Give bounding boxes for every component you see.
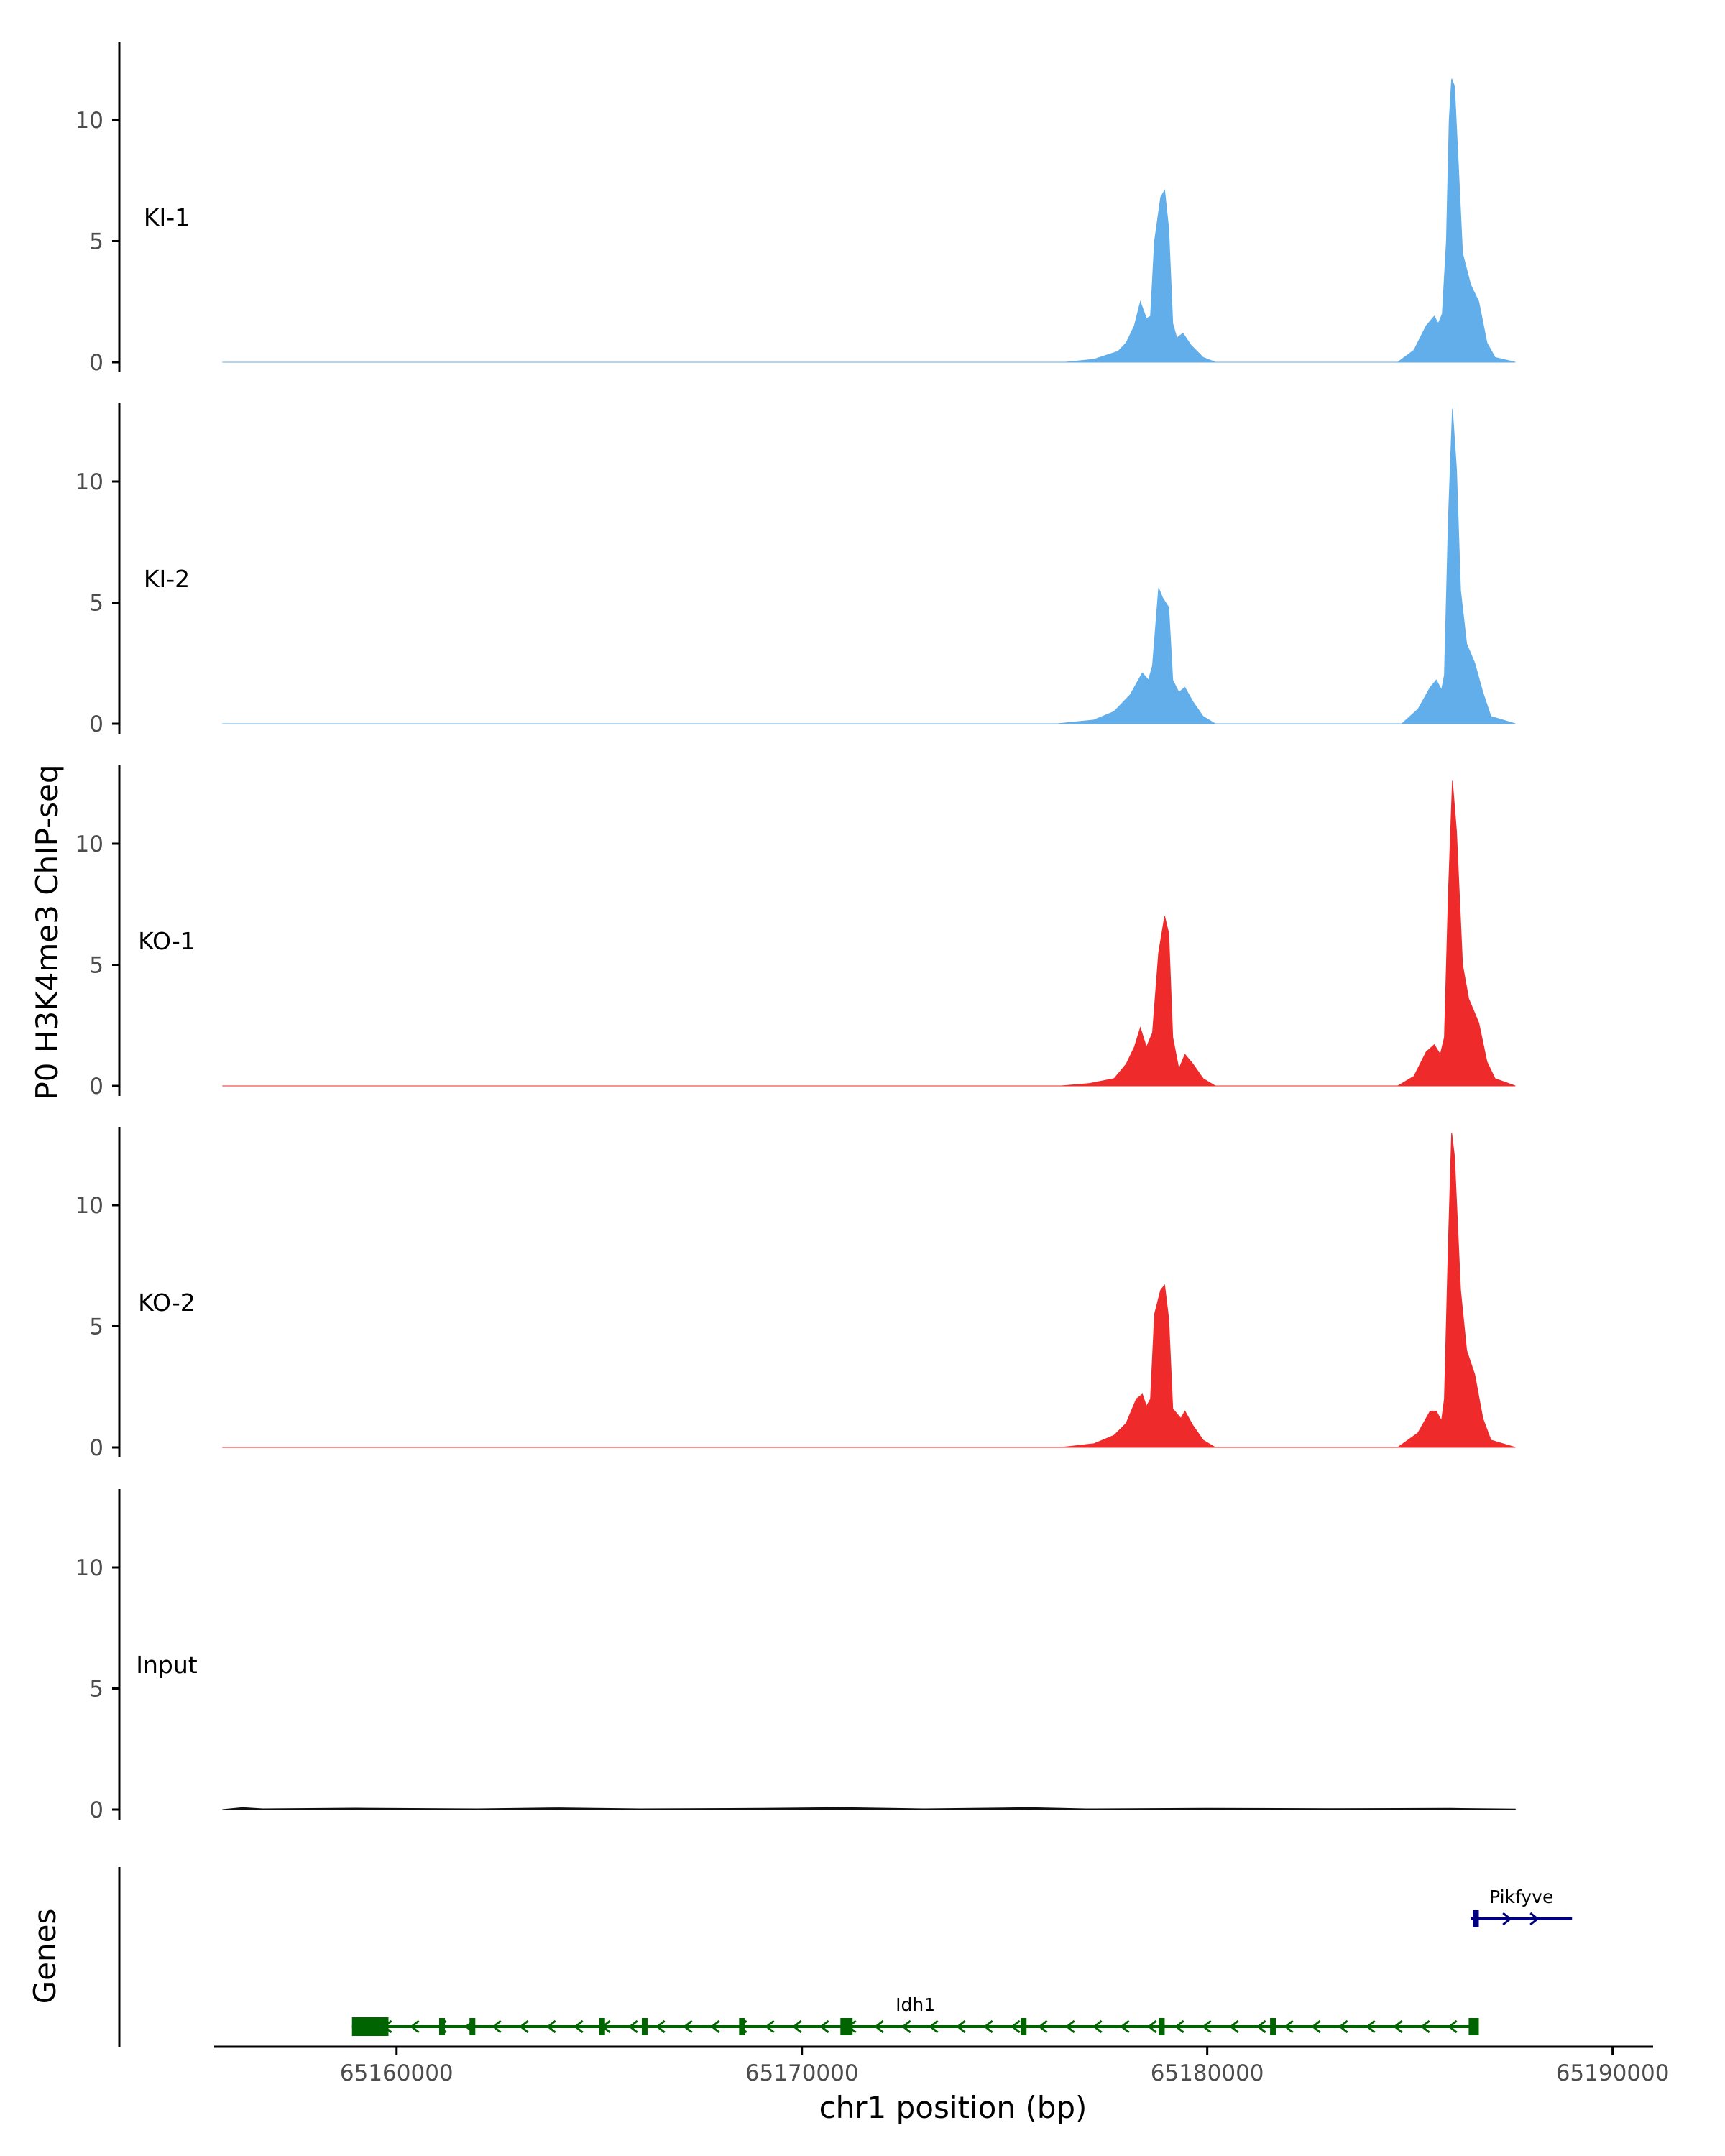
exon: [351, 2017, 389, 2036]
exon: [641, 2018, 648, 2035]
strand-arrow: [983, 2019, 993, 2034]
strand-arrow: [1366, 2019, 1376, 2034]
y-tick-label: 10: [75, 1193, 104, 1219]
y-tick-label: 5: [89, 1677, 104, 1703]
y-tick-label: 0: [89, 1797, 104, 1823]
y-tick-label: 0: [89, 1435, 104, 1461]
y-tick-label: 5: [89, 591, 104, 617]
strand-arrow: [519, 2019, 529, 2034]
strand-arrow: [792, 2019, 802, 2034]
strand-arrow: [574, 2019, 584, 2034]
y-tick-label: 0: [89, 1074, 104, 1100]
x-tick-label: 65180000: [1151, 2060, 1264, 2086]
strand-arrow: [819, 2019, 829, 2034]
strand-arrow: [1174, 2019, 1184, 2034]
strand-arrow: [628, 2019, 638, 2034]
coverage-area: [222, 408, 1516, 724]
y-tick-label: 10: [75, 1555, 104, 1581]
track-label: KO-2: [138, 1289, 196, 1317]
strand-arrow: [683, 2019, 693, 2034]
gene-idh1: Idh1: [351, 1994, 1479, 2036]
y-tick-label: 5: [89, 1314, 104, 1340]
strand-arrow: [1038, 2019, 1048, 2034]
strand-arrow: [1011, 2019, 1021, 2034]
track-label: Input: [136, 1651, 198, 1679]
y-tick-label: 5: [89, 953, 104, 979]
track-label: KI-1: [144, 203, 190, 231]
coverage-area: [222, 78, 1516, 363]
coverage-area: [222, 1132, 1516, 1448]
x-tick-label: 65160000: [340, 2060, 454, 2086]
strand-arrow: [1202, 2019, 1212, 2034]
y-tick-label: 10: [75, 108, 104, 134]
strand-arrow: [1448, 2019, 1458, 2034]
track-ko-2: 0 5 10 KO-2: [75, 1127, 1516, 1461]
exon: [1021, 2018, 1027, 2035]
coverage-area: [222, 780, 1516, 1087]
strand-arrow: [956, 2019, 966, 2034]
gene-pikfyve: Pikfyve: [1471, 1886, 1573, 1927]
exon: [840, 2018, 853, 2035]
strand-arrow: [656, 2019, 666, 2034]
track-input: 0 5 10 Input: [75, 1489, 1516, 1823]
strand-arrow: [546, 2019, 556, 2034]
y-tick-label: 10: [75, 831, 104, 857]
track-ki-1: 0 5 10 KI-1: [75, 42, 1516, 376]
track-label: KO-1: [138, 927, 196, 955]
strand-arrow: [1393, 2019, 1403, 2034]
strand-arrow: [410, 2019, 420, 2034]
strand-arrow: [1092, 2019, 1103, 2034]
exon: [438, 2018, 445, 2035]
x-tick-label: 65170000: [745, 2060, 859, 2086]
strand-arrow: [710, 2019, 720, 2034]
exon: [1468, 2018, 1479, 2035]
y-tick-label: 0: [89, 350, 104, 376]
y-tick-label: 5: [89, 229, 104, 255]
x-axis: 65160000 65170000 65180000 65190000: [214, 2045, 1670, 2086]
exon: [469, 2018, 476, 2035]
coverage-area: [222, 1807, 1516, 1810]
genes-track-label: Genes: [27, 1909, 63, 2004]
strand-arrow: [1147, 2019, 1157, 2034]
gene-label: Idh1: [896, 1994, 935, 2015]
strand-arrow: [1120, 2019, 1130, 2034]
y-axis-title: P0 H3K4me3 ChIP-seq: [29, 764, 65, 1100]
strand-arrow: [929, 2019, 939, 2034]
exon: [599, 2018, 605, 2035]
coverage-tracks: 0 5 10 KI-1 0 5 10 KI-2 0 5 10 KO-1 0 5 10 KO-2 0 5 10 Inpu…: [75, 42, 1516, 1823]
track-label: KI-2: [144, 565, 190, 593]
strand-arrow: [1338, 2019, 1348, 2034]
x-axis-title: chr1 position (bp): [819, 2090, 1087, 2125]
strand-arrow: [492, 2019, 502, 2034]
genes-track: Genes Idh1 Pikfyve: [27, 1867, 1573, 2047]
strand-arrow: [1065, 2019, 1075, 2034]
exon: [1270, 2018, 1276, 2035]
strand-arrow: [1256, 2019, 1266, 2034]
track-ki-2: 0 5 10 KI-2: [75, 403, 1516, 737]
y-tick-label: 10: [75, 469, 104, 495]
exon: [1158, 2018, 1165, 2035]
gene-label: Pikfyve: [1489, 1886, 1553, 1907]
strand-arrow: [1284, 2019, 1294, 2034]
strand-arrow: [1311, 2019, 1321, 2034]
x-tick-label: 65190000: [1556, 2060, 1670, 2086]
y-tick-label: 0: [89, 711, 104, 737]
strand-arrow: [1502, 1912, 1512, 1926]
strand-arrow: [901, 2019, 911, 2034]
strand-arrow: [1530, 1912, 1540, 1926]
strand-arrow: [765, 2019, 775, 2034]
strand-arrow: [1420, 2019, 1430, 2034]
strand-arrow: [1229, 2019, 1239, 2034]
track-ko-1: 0 5 10 KO-1: [75, 765, 1516, 1100]
strand-arrow: [874, 2019, 884, 2034]
exon: [739, 2018, 745, 2035]
exon: [1473, 1910, 1479, 1927]
